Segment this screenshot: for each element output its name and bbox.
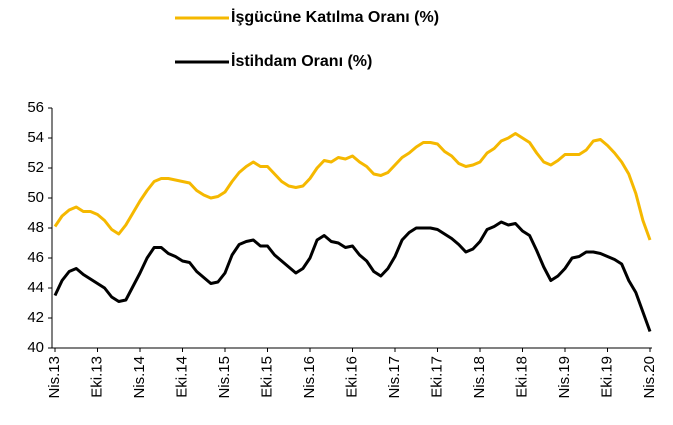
x-tick-label: Eki.17: [428, 356, 445, 398]
series-line: [53, 220, 652, 333]
legend-label: İstihdam Oranı (%): [231, 52, 372, 70]
x-tick-label: Nis.16: [301, 356, 318, 399]
y-tick-label: 46: [27, 249, 44, 266]
y-tick-label: 42: [27, 309, 44, 326]
x-tick-label: Nis.18: [471, 356, 488, 399]
y-tick-label: 40: [27, 339, 44, 356]
x-tick-label: Nis.13: [46, 356, 63, 399]
x-tick-label: Nis.17: [386, 356, 403, 399]
series-line: [53, 132, 652, 241]
x-tick-label: Nis.19: [556, 356, 573, 399]
y-tick-label: 52: [27, 159, 44, 176]
x-tick-label: Nis.20: [641, 356, 658, 399]
x-tick-label: Eki.19: [598, 356, 615, 398]
legend-label: İşgücüne Katılma Oranı (%): [231, 8, 439, 26]
y-tick-label: 50: [27, 189, 44, 206]
x-tick-label: Nis.14: [131, 356, 148, 399]
y-tick-label: 56: [27, 99, 44, 116]
x-tick-label: Nis.15: [216, 356, 233, 399]
y-tick-label: 44: [27, 279, 44, 296]
x-tick-label: Eki.18: [513, 356, 530, 398]
y-tick-label: 48: [27, 219, 44, 236]
y-tick-label: 54: [27, 129, 44, 146]
x-tick-label: Eki.14: [173, 356, 190, 398]
x-tick-label: Eki.16: [343, 356, 360, 398]
x-tick-label: Eki.13: [88, 356, 105, 398]
x-tick-label: Eki.15: [258, 356, 275, 398]
